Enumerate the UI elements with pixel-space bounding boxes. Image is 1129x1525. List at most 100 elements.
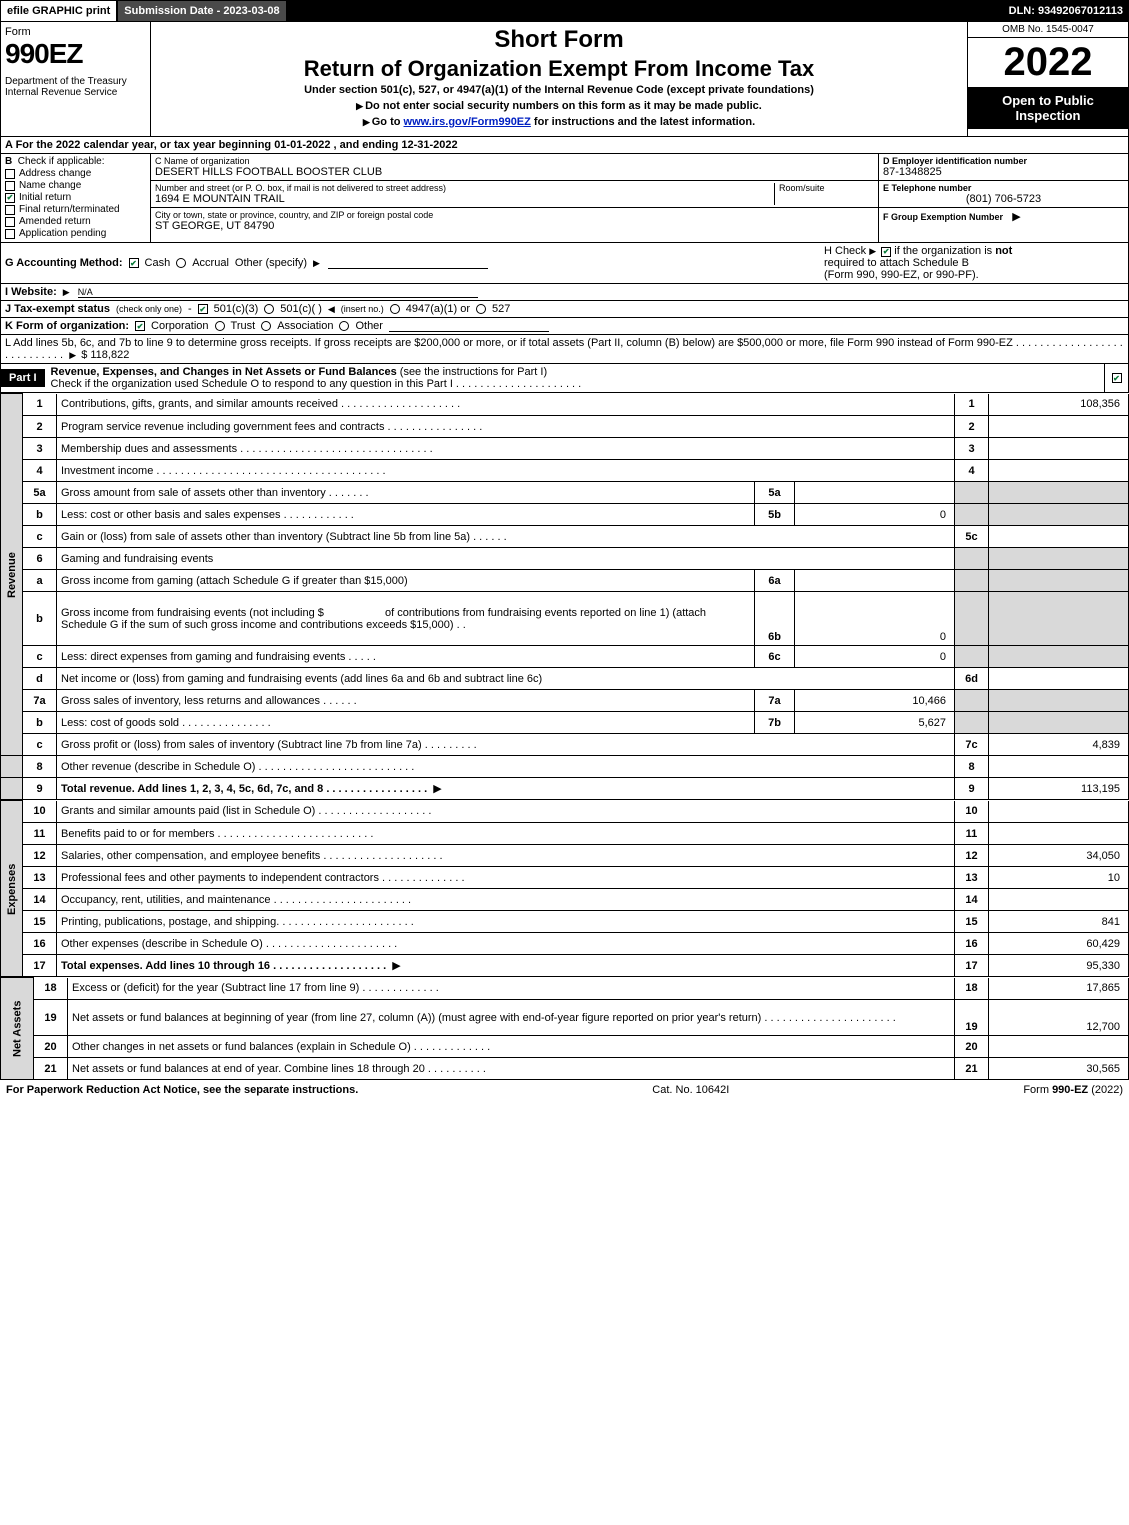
chk-initial-return[interactable]: Initial return <box>5 192 146 203</box>
l5b-samt: 0 <box>795 504 955 526</box>
l2-rn: 2 <box>955 416 989 438</box>
website-value: N/A <box>78 286 478 298</box>
l19-num: 19 <box>34 1000 68 1036</box>
chk-final-return[interactable]: Final return/terminated <box>5 204 146 215</box>
netassets-table: Net Assets18Excess or (deficit) for the … <box>0 977 1129 1080</box>
subtitle: Under section 501(c), 527, or 4947(a)(1)… <box>159 84 959 96</box>
irs-link[interactable]: www.irs.gov/Form990EZ <box>404 116 531 128</box>
chk-accrual[interactable] <box>176 258 186 268</box>
chk-amended-return[interactable]: Amended return <box>5 216 146 227</box>
l6d-rn: 6d <box>955 668 989 690</box>
l4-rn: 4 <box>955 460 989 482</box>
table-row: 4Investment income . . . . . . . . . . .… <box>1 460 1129 482</box>
l3-amt <box>989 438 1129 460</box>
l21-amt: 30,565 <box>989 1058 1129 1080</box>
netassets-side-label: Net Assets <box>1 978 34 1080</box>
chk-501c[interactable] <box>264 304 274 314</box>
k-other-input[interactable] <box>389 320 549 332</box>
chk-trust[interactable] <box>215 321 225 331</box>
i-label: I Website: <box>5 286 57 298</box>
instr-goto-pre: Go to <box>372 116 404 128</box>
l-text: L Add lines 5b, 6c, and 7b to line 9 to … <box>5 337 1123 361</box>
dept-label: Department of the Treasury Internal Reve… <box>5 76 146 98</box>
l4-num: 4 <box>23 460 57 482</box>
l7a-samt: 10,466 <box>795 690 955 712</box>
l7b-samt: 5,627 <box>795 712 955 734</box>
footer-right-post: (2022) <box>1088 1084 1123 1096</box>
l9-rn: 9 <box>955 778 989 800</box>
l16-amt: 60,429 <box>989 933 1129 955</box>
table-row: 20Other changes in net assets or fund ba… <box>1 1036 1129 1058</box>
l6-amt-shade <box>989 548 1129 570</box>
chk-cash[interactable] <box>129 258 139 268</box>
chk-address-change[interactable]: Address change <box>5 168 146 179</box>
l19-rn: 19 <box>955 1000 989 1036</box>
table-row: bGross income from fundraising events (n… <box>1 592 1129 646</box>
l6c-amt-shade <box>989 646 1129 668</box>
chk-h[interactable] <box>881 247 891 257</box>
chk-501c3[interactable] <box>198 304 208 314</box>
l9-desc-text: Total revenue. Add lines 1, 2, 3, 4, 5c,… <box>61 783 427 795</box>
table-row: 17Total expenses. Add lines 10 through 1… <box>1 955 1129 977</box>
line-l: L Add lines 5b, 6c, and 7b to line 9 to … <box>0 335 1129 364</box>
c-name-label: C Name of organization <box>155 156 874 166</box>
l14-amt <box>989 889 1129 911</box>
line-k: K Form of organization: Corporation Trus… <box>0 318 1129 335</box>
j-527: 527 <box>492 303 510 315</box>
f-group-label: F Group Exemption Number <box>883 212 1003 222</box>
l6b-d1: Gross income from fundraising events (no… <box>61 607 324 619</box>
l5a-sn: 5a <box>755 482 795 504</box>
header-center: Short Form Return of Organization Exempt… <box>151 22 968 136</box>
l7c-rn: 7c <box>955 734 989 756</box>
l12-amt: 34,050 <box>989 845 1129 867</box>
chk-name-change[interactable]: Name change <box>5 180 146 191</box>
chk-name-change-label: Name change <box>19 180 81 191</box>
l6a-samt <box>795 570 955 592</box>
chk-527[interactable] <box>476 304 486 314</box>
l17-amt: 95,330 <box>989 955 1129 977</box>
part-i-checkbox[interactable] <box>1104 364 1128 392</box>
table-row: 21Net assets or fund balances at end of … <box>1 1058 1129 1080</box>
chk-corp[interactable] <box>135 321 145 331</box>
l12-num: 12 <box>23 845 57 867</box>
tax-year: 2022 <box>968 38 1128 87</box>
j-insert: (insert no.) <box>341 304 384 314</box>
col-d: D Employer identification number 87-1348… <box>878 154 1128 242</box>
l6c-num: c <box>23 646 57 668</box>
l10-desc: Grants and similar amounts paid (list in… <box>57 801 955 823</box>
part-i-see: (see the instructions for Part I) <box>400 366 547 378</box>
l7b-desc: Less: cost of goods sold . . . . . . . .… <box>57 712 755 734</box>
table-row: 7aGross sales of inventory, less returns… <box>1 690 1129 712</box>
l18-amt: 17,865 <box>989 978 1129 1000</box>
l6b-sn: 6b <box>755 592 795 646</box>
chk-other[interactable] <box>339 321 349 331</box>
l3-num: 3 <box>23 438 57 460</box>
d-ein-label: D Employer identification number <box>883 156 1124 166</box>
l4-desc: Investment income . . . . . . . . . . . … <box>57 460 955 482</box>
chk-application-pending[interactable]: Application pending <box>5 228 146 239</box>
chk-assoc[interactable] <box>261 321 271 331</box>
line-j: J Tax-exempt status (check only one) - 5… <box>0 301 1129 318</box>
form-word: Form <box>5 26 146 38</box>
table-row: bLess: cost or other basis and sales exp… <box>1 504 1129 526</box>
table-row: dNet income or (loss) from gaming and fu… <box>1 668 1129 690</box>
g-other-input[interactable] <box>328 257 488 269</box>
l2-desc: Program service revenue including govern… <box>57 416 955 438</box>
l5a-amt-shade <box>989 482 1129 504</box>
l5a-rn-shade <box>955 482 989 504</box>
instr-ssn: Do not enter social security numbers on … <box>159 100 959 112</box>
l6b-desc: Gross income from fundraising events (no… <box>57 592 755 646</box>
instr-goto-post: for instructions and the latest informat… <box>531 116 755 128</box>
l5b-num: b <box>23 504 57 526</box>
l6a-desc: Gross income from gaming (attach Schedul… <box>57 570 755 592</box>
h-post: required to attach Schedule B <box>824 257 969 269</box>
e-tel-label: E Telephone number <box>883 183 1124 193</box>
table-row: 19Net assets or fund balances at beginni… <box>1 1000 1129 1036</box>
l5b-rn-shade <box>955 504 989 526</box>
chk-4947[interactable] <box>390 304 400 314</box>
page-footer: For Paperwork Reduction Act Notice, see … <box>0 1080 1129 1100</box>
table-row: Revenue 1 Contributions, gifts, grants, … <box>1 394 1129 416</box>
l6a-amt-shade <box>989 570 1129 592</box>
org-address: 1694 E MOUNTAIN TRAIL <box>155 193 774 205</box>
l6c-desc: Less: direct expenses from gaming and fu… <box>57 646 755 668</box>
